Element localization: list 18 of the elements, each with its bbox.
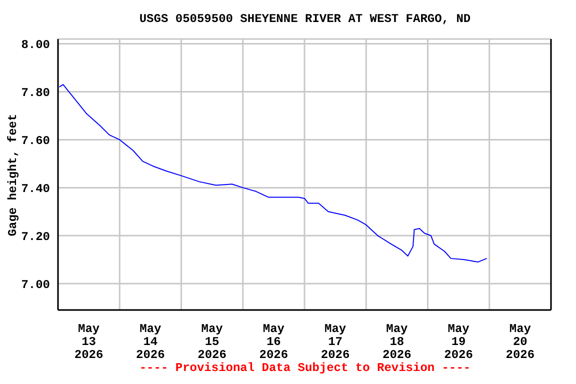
y-tick-label: 7.20	[21, 230, 50, 244]
y-tick-label: 8.00	[21, 38, 50, 52]
chart-title: USGS 05059500 SHEYENNE RIVER AT WEST FARGO, ND	[138, 12, 472, 26]
line-series	[58, 84, 488, 263]
x-tick-label: May 20 2026	[506, 322, 535, 362]
x-tick-label: May 16 2026	[259, 322, 288, 362]
x-tick-label: May 15 2026	[198, 322, 226, 362]
x-tick-label: May 13 2026	[74, 322, 104, 362]
x-tick-label: May 19 2026	[444, 322, 473, 362]
y-tick-label: 7.40	[21, 182, 50, 196]
x-tick-label: May 14 2026	[136, 322, 165, 362]
y-tick-label: 7.60	[21, 134, 50, 148]
y-tick-label: 7.80	[21, 86, 50, 100]
y-axis-title: Gage height, feet	[6, 113, 20, 236]
x-tick-label: May 18 2026	[382, 322, 412, 362]
x-tick-label: May 17 2026	[320, 322, 350, 362]
text: ---- Provisional Data Subject to Revision ----	[138, 361, 472, 375]
y-tick-label: 7.00	[21, 278, 50, 292]
